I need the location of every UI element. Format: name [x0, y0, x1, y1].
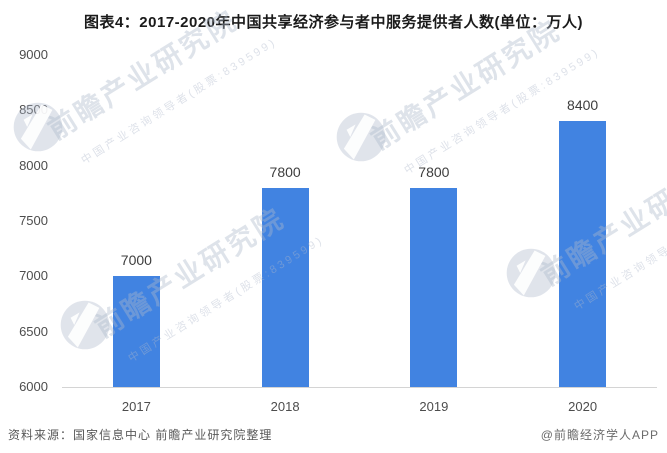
value-label-2018: 7800	[269, 163, 301, 180]
x-axis-label-2020: 2020	[568, 399, 598, 414]
y-axis-tick-8500: 8500	[19, 102, 48, 118]
bar-2019	[410, 187, 458, 387]
y-axis-tick-9000: 9000	[19, 47, 48, 62]
bar-2020	[559, 121, 607, 387]
chart-title: 图表4：2017-2020年中国共享经济参与者中服务提供者人数(单位：万人)	[83, 14, 584, 31]
bar-2017	[112, 276, 160, 387]
y-axis-tick-8000: 8000	[19, 157, 48, 173]
y-axis-tick-6500: 6500	[19, 323, 48, 339]
y-axis-tick-6000: 6000	[19, 379, 48, 394]
x-axis-line	[62, 387, 657, 388]
value-label-2017: 7000	[120, 252, 152, 269]
x-axis-label-2017: 2017	[121, 399, 151, 414]
x-axis-label-2019: 2019	[419, 399, 449, 414]
data-source-note: 资料来源：国家信息中心 前瞻产业研究院整理	[8, 428, 273, 442]
bar-2018	[261, 187, 309, 387]
y-axis-tick-7000: 7000	[19, 268, 48, 284]
y-axis-tick-7500: 7500	[19, 213, 48, 228]
app-credit-note: @前瞻经济学人APP	[540, 428, 659, 442]
value-label-2019: 7800	[418, 163, 450, 180]
x-axis-label-2018: 2018	[270, 399, 300, 414]
value-label-2020: 8400	[567, 97, 599, 114]
